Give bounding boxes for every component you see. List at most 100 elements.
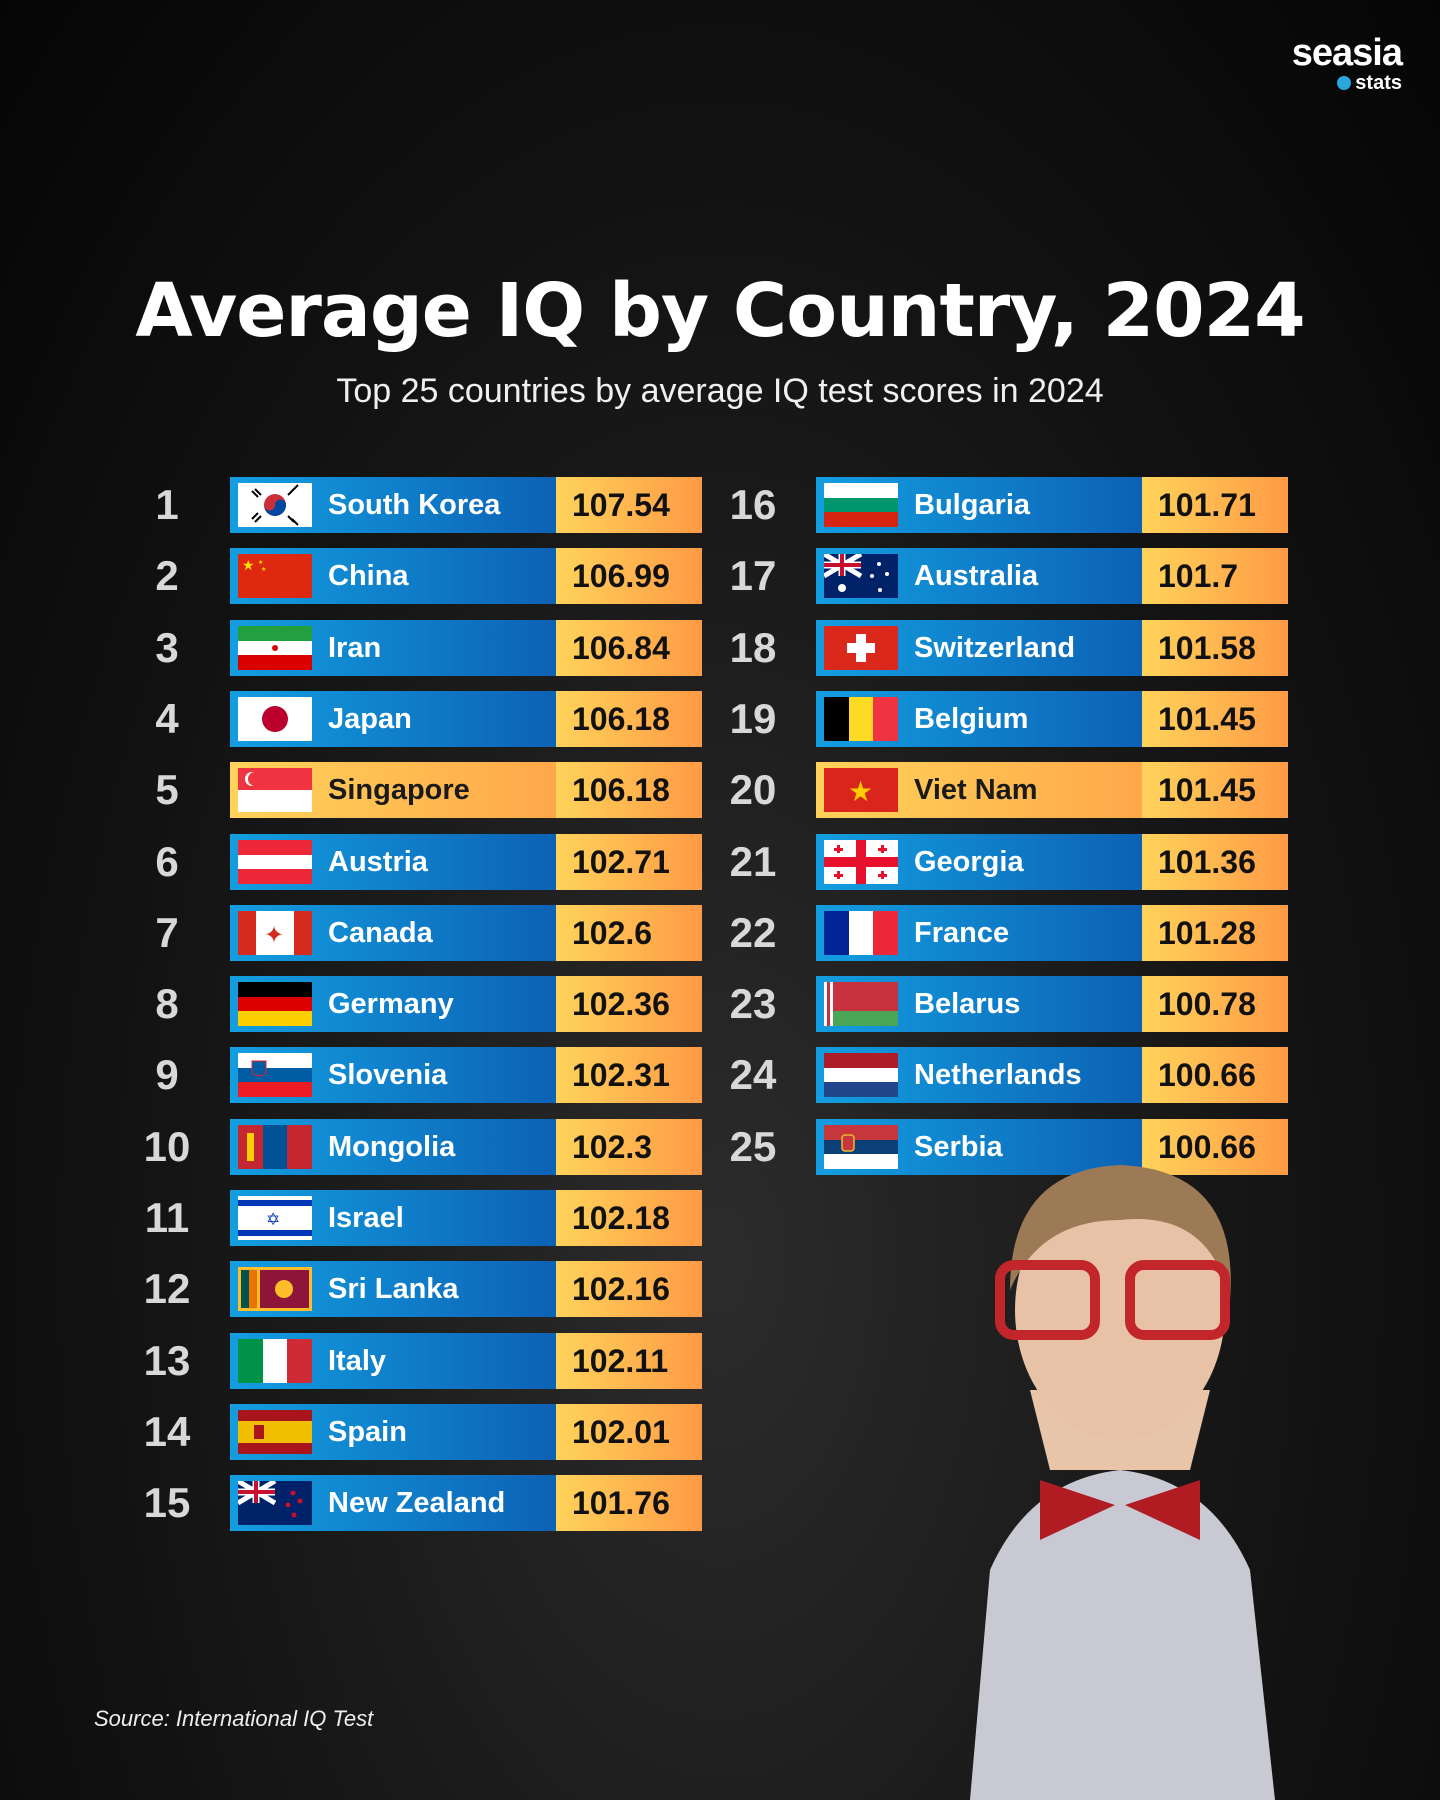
flag-kr-icon — [238, 483, 312, 527]
iq-value: 100.66 — [1142, 1047, 1288, 1104]
logo-sub: stats — [1355, 72, 1402, 94]
rank-label: 3 — [155, 623, 179, 671]
country-name: Belgium — [914, 702, 1029, 735]
flag-si-icon — [238, 1053, 312, 1098]
flag-rs-icon — [824, 1124, 898, 1169]
country-name: Viet Nam — [914, 774, 1038, 807]
table-row: 17 Australia 101.7 — [730, 548, 1288, 605]
country-name: South Korea — [328, 489, 501, 521]
flag-be-icon — [824, 696, 898, 741]
country-name: Israel — [328, 1202, 404, 1234]
table-row: 11 ✡ Israel 102.18 — [145, 1190, 702, 1246]
rank-label: 20 — [729, 766, 777, 814]
rank-label: 13 — [143, 1336, 191, 1384]
source-note: Source: International IQ Test — [94, 1706, 374, 1731]
svg-text:✡: ✡ — [266, 1210, 280, 1229]
seasia-stats-logo: seasia stats — [1292, 34, 1403, 94]
rank-label: 15 — [143, 1479, 191, 1527]
flag-by-icon — [824, 982, 898, 1027]
country-name: Netherlands — [914, 1059, 1082, 1092]
iq-value: 102.71 — [556, 833, 702, 890]
glasses-right — [1125, 1260, 1230, 1340]
flag-ir-icon — [238, 625, 312, 670]
country-name: Germany — [328, 988, 454, 1021]
table-row: 22 France 101.28 — [730, 904, 1288, 961]
iq-value: 102.31 — [556, 1047, 702, 1104]
glasses-left — [995, 1260, 1100, 1340]
table-row: 20 ★ Viet Nam 101.45 — [730, 762, 1288, 819]
rank-label: 22 — [729, 908, 777, 956]
flag-nz-icon — [238, 1481, 312, 1526]
iq-value: 102.16 — [556, 1261, 702, 1318]
table-row: 12 Sri Lanka 102.16 — [144, 1261, 702, 1318]
flag-ge-icon — [824, 839, 898, 884]
iq-value: 101.76 — [556, 1475, 702, 1532]
rank-label: 19 — [729, 694, 777, 742]
table-row: 16 Bulgaria 101.71 — [730, 477, 1288, 533]
country-name: France — [914, 916, 1010, 949]
flag-jp-icon — [238, 696, 312, 741]
rank-label: 12 — [143, 1265, 191, 1313]
flag-cn-icon: ★ ★ ★ — [238, 554, 312, 599]
flag-vn-icon: ★ — [824, 768, 898, 813]
rank-label: 4 — [155, 694, 179, 742]
flag-it-icon — [238, 1338, 312, 1383]
country-name: New Zealand — [328, 1487, 506, 1520]
table-row: 24 Netherlands 100.66 — [730, 1047, 1288, 1104]
country-name: Iran — [328, 631, 382, 664]
country-name: Georgia — [914, 845, 1024, 878]
iq-value: 101.7 — [1142, 548, 1288, 605]
iq-value: 100.78 — [1142, 976, 1288, 1033]
country-name: Austria — [328, 845, 428, 878]
rank-label: 17 — [729, 552, 777, 600]
country-name: Japan — [328, 702, 412, 735]
table-row: 6 Austria 102.71 — [155, 833, 702, 890]
flag-bg-icon — [824, 483, 898, 527]
svg-text:★: ★ — [258, 559, 263, 566]
table-row: 19 Belgium 101.45 — [730, 690, 1288, 747]
iq-value: 102.01 — [556, 1403, 702, 1460]
country-name: Belarus — [914, 988, 1021, 1021]
flag-fr-icon — [824, 910, 898, 955]
iq-value: 102.18 — [556, 1190, 702, 1246]
svg-text:★: ★ — [848, 776, 873, 807]
country-name: Spain — [328, 1415, 407, 1448]
table-row: 25 Serbia 100.66 — [730, 1118, 1288, 1175]
rank-label: 16 — [729, 481, 777, 528]
face — [1015, 1180, 1225, 1440]
rank-label: 2 — [155, 552, 179, 600]
flag-au-icon — [824, 554, 898, 599]
iq-value: 102.11 — [556, 1332, 702, 1389]
table-row: 8 Germany 102.36 — [155, 976, 702, 1033]
country-name: Bulgaria — [914, 489, 1031, 521]
table-row: 10 Mongolia 102.3 — [144, 1118, 702, 1175]
logo-dot-icon — [1337, 76, 1352, 90]
country-name: Canada — [328, 916, 433, 949]
subtitle: Top 25 countries by average IQ test scor… — [336, 372, 1104, 410]
shirt — [970, 1470, 1275, 1800]
table-row: 5 Singapore 106.18 — [155, 762, 702, 819]
rank-label: 6 — [155, 837, 179, 885]
rank-label: 1 — [155, 481, 179, 528]
flag-il-icon: ✡ — [238, 1196, 312, 1240]
flag-sg-icon — [238, 768, 312, 813]
svg-text:★: ★ — [261, 566, 266, 573]
iq-value: 102.3 — [556, 1118, 702, 1175]
country-name: Slovenia — [328, 1059, 448, 1092]
rank-label: 24 — [729, 1051, 777, 1099]
iq-value: 106.99 — [556, 548, 702, 605]
table-row: 1 South Korea 107.54 — [155, 477, 702, 533]
country-name: Sri Lanka — [328, 1273, 459, 1306]
flag-es-icon — [238, 1409, 312, 1454]
rank-label: 21 — [729, 837, 777, 885]
table-row: 2 ★ ★ ★ China 106.99 — [155, 548, 702, 605]
hair — [1010, 1165, 1231, 1300]
rank-label: 10 — [143, 1122, 191, 1170]
flag-lk-icon — [238, 1267, 312, 1312]
rank-label: 23 — [729, 980, 777, 1028]
iq-value: 102.6 — [556, 904, 702, 961]
iq-value: 100.66 — [1142, 1118, 1288, 1175]
country-name: Switzerland — [914, 631, 1076, 664]
rank-label: 5 — [155, 766, 179, 814]
iq-value: 101.36 — [1142, 833, 1288, 890]
